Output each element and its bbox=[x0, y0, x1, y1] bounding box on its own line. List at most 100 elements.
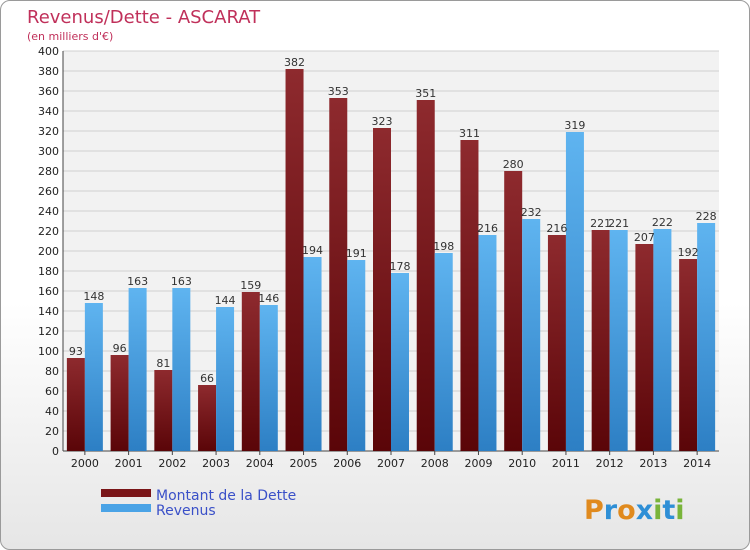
data-label: 280 bbox=[503, 158, 524, 171]
x-tick-label: 2004 bbox=[246, 457, 274, 470]
data-label: 146 bbox=[258, 292, 279, 305]
bar-dette bbox=[504, 171, 523, 451]
y-tick-label: 220 bbox=[38, 225, 59, 238]
y-tick-label: 260 bbox=[38, 185, 59, 198]
bars bbox=[66, 69, 716, 451]
legend-swatch-dette bbox=[101, 489, 151, 497]
y-tick-label: 140 bbox=[38, 305, 59, 318]
bar-revenus bbox=[609, 230, 628, 451]
bar-dette bbox=[198, 385, 217, 451]
data-label: 93 bbox=[69, 345, 83, 358]
y-tick-label: 280 bbox=[38, 165, 59, 178]
y-tick-label: 400 bbox=[38, 45, 59, 58]
bar-revenus bbox=[347, 260, 366, 451]
bar-dette bbox=[460, 140, 479, 451]
bar-revenus bbox=[84, 303, 103, 451]
x-tick-label: 2006 bbox=[333, 457, 361, 470]
data-label: 163 bbox=[171, 275, 192, 288]
x-tick-label: 2003 bbox=[202, 457, 230, 470]
data-label: 81 bbox=[156, 357, 170, 370]
y-tick-label: 160 bbox=[38, 285, 59, 298]
y-tick-label: 20 bbox=[45, 425, 59, 438]
y-tick-label: 240 bbox=[38, 205, 59, 218]
legend: Montant de la Dette Revenus bbox=[101, 488, 296, 519]
bar-dette bbox=[329, 98, 348, 451]
x-tick-label: 2008 bbox=[421, 457, 449, 470]
y-tick-label: 60 bbox=[45, 385, 59, 398]
x-tick-label: 2002 bbox=[158, 457, 186, 470]
data-label: 222 bbox=[652, 216, 673, 229]
bar-dette bbox=[635, 244, 654, 451]
y-tick-label: 340 bbox=[38, 105, 59, 118]
y-tick-label: 80 bbox=[45, 365, 59, 378]
bar-revenus bbox=[565, 132, 584, 451]
bar-revenus bbox=[303, 257, 322, 451]
bar-revenus bbox=[434, 253, 453, 451]
data-label: 351 bbox=[415, 87, 436, 100]
data-label: 144 bbox=[215, 294, 236, 307]
x-tick-label: 2000 bbox=[71, 457, 99, 470]
data-label: 228 bbox=[696, 210, 717, 223]
x-tick-label: 2001 bbox=[115, 457, 143, 470]
data-label: 148 bbox=[83, 290, 104, 303]
data-label: 163 bbox=[127, 275, 148, 288]
bar-dette bbox=[547, 235, 566, 451]
data-label: 191 bbox=[346, 247, 367, 260]
x-tick-label: 2013 bbox=[639, 457, 667, 470]
chart-subtitle: (en milliers d'€) bbox=[27, 30, 113, 43]
x-tick-label: 2014 bbox=[683, 457, 711, 470]
x-tick-label: 2011 bbox=[552, 457, 580, 470]
data-label: 323 bbox=[372, 115, 393, 128]
y-tick-label: 300 bbox=[38, 145, 59, 158]
x-tick-label: 2007 bbox=[377, 457, 405, 470]
x-tick-label: 2005 bbox=[290, 457, 318, 470]
bar-revenus bbox=[653, 229, 672, 451]
x-tick-label: 2010 bbox=[508, 457, 536, 470]
data-label: 319 bbox=[564, 119, 585, 132]
legend-swatch-revenus bbox=[101, 504, 151, 512]
bar-revenus bbox=[478, 235, 497, 451]
data-label: 198 bbox=[433, 240, 454, 253]
data-label: 382 bbox=[284, 56, 305, 69]
data-label: 207 bbox=[634, 231, 655, 244]
chart-title: Revenus/Dette - ASCARAT bbox=[27, 7, 261, 28]
data-label: 221 bbox=[608, 217, 629, 230]
legend-label-dette: Montant de la Dette bbox=[156, 488, 296, 504]
proxiti-logo: Proxiti bbox=[584, 495, 685, 526]
y-tick-label: 180 bbox=[38, 265, 59, 278]
y-tick-label: 100 bbox=[38, 345, 59, 358]
bar-dette bbox=[241, 292, 260, 451]
y-tick-label: 380 bbox=[38, 65, 59, 78]
y-tick-label: 200 bbox=[38, 245, 59, 258]
data-label: 178 bbox=[390, 260, 411, 273]
bar-revenus bbox=[391, 273, 409, 451]
y-tick-label: 120 bbox=[38, 325, 59, 338]
bar-dette bbox=[66, 358, 85, 451]
bar-dette bbox=[416, 100, 435, 451]
data-label: 311 bbox=[459, 127, 480, 140]
data-label: 216 bbox=[477, 222, 498, 235]
data-label: 159 bbox=[240, 279, 261, 292]
bar-dette bbox=[591, 230, 610, 451]
legend-label-revenus: Revenus bbox=[156, 503, 216, 519]
data-label: 353 bbox=[328, 85, 349, 98]
y-tick-label: 0 bbox=[52, 445, 59, 458]
data-label: 216 bbox=[546, 222, 567, 235]
data-label: 232 bbox=[521, 206, 542, 219]
bar-revenus bbox=[697, 223, 716, 451]
data-label: 96 bbox=[113, 342, 127, 355]
x-tick-label: 2012 bbox=[596, 457, 624, 470]
data-label: 194 bbox=[302, 244, 323, 257]
data-label: 221 bbox=[590, 217, 611, 230]
bar-dette bbox=[679, 259, 698, 451]
data-label: 66 bbox=[200, 372, 214, 385]
y-tick-label: 40 bbox=[45, 405, 59, 418]
y-tick-label: 320 bbox=[38, 125, 59, 138]
y-tick-label: 360 bbox=[38, 85, 59, 98]
bar-revenus bbox=[522, 219, 541, 451]
x-tick-label: 2009 bbox=[464, 457, 492, 470]
axes: 0 20 40 60 80 100 120 140 160 180 200 220 240 260 280 3… bbox=[38, 45, 719, 470]
